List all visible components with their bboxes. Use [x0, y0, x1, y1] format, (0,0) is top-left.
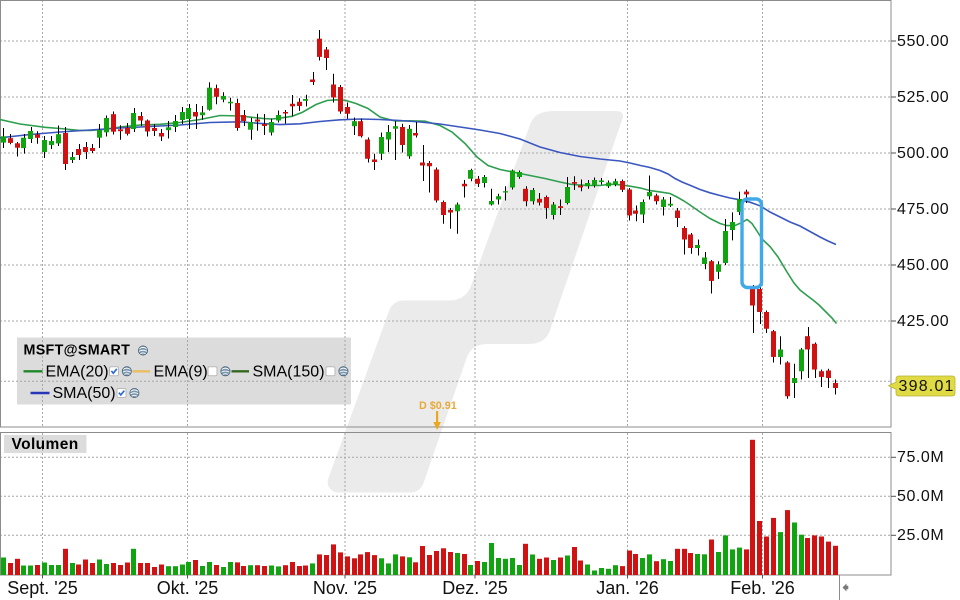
svg-text:MSFT@SMART: MSFT@SMART	[24, 343, 131, 359]
svg-text:Feb. '26: Feb. '26	[730, 578, 794, 598]
svg-text:75.0M: 75.0M	[897, 449, 944, 466]
svg-text:EMA(9): EMA(9)	[154, 364, 208, 381]
svg-text:Dez. '25: Dez. '25	[442, 578, 507, 598]
svg-text:425.00: 425.00	[897, 313, 949, 330]
svg-text:525.00: 525.00	[897, 89, 949, 106]
svg-text:450.00: 450.00	[897, 257, 949, 274]
svg-text:Nov. '25: Nov. '25	[313, 578, 377, 598]
svg-text:Volumen: Volumen	[12, 436, 79, 453]
svg-text:SMA(50): SMA(50)	[53, 385, 116, 402]
svg-text:EMA(20): EMA(20)	[46, 364, 109, 381]
svg-text:550.00: 550.00	[897, 33, 949, 50]
svg-text:25.0M: 25.0M	[897, 527, 944, 544]
svg-text:SMA(150): SMA(150)	[253, 364, 325, 381]
svg-text:D $0.91: D $0.91	[419, 400, 457, 412]
svg-text:Okt. '25: Okt. '25	[157, 578, 218, 598]
svg-text:Sept. '25: Sept. '25	[7, 578, 78, 598]
svg-text:475.00: 475.00	[897, 201, 949, 218]
svg-text:50.0M: 50.0M	[897, 488, 944, 505]
svg-text:500.00: 500.00	[897, 145, 949, 162]
svg-text:398.01: 398.01	[899, 378, 955, 395]
svg-text:Jan. '26: Jan. '26	[596, 578, 658, 598]
